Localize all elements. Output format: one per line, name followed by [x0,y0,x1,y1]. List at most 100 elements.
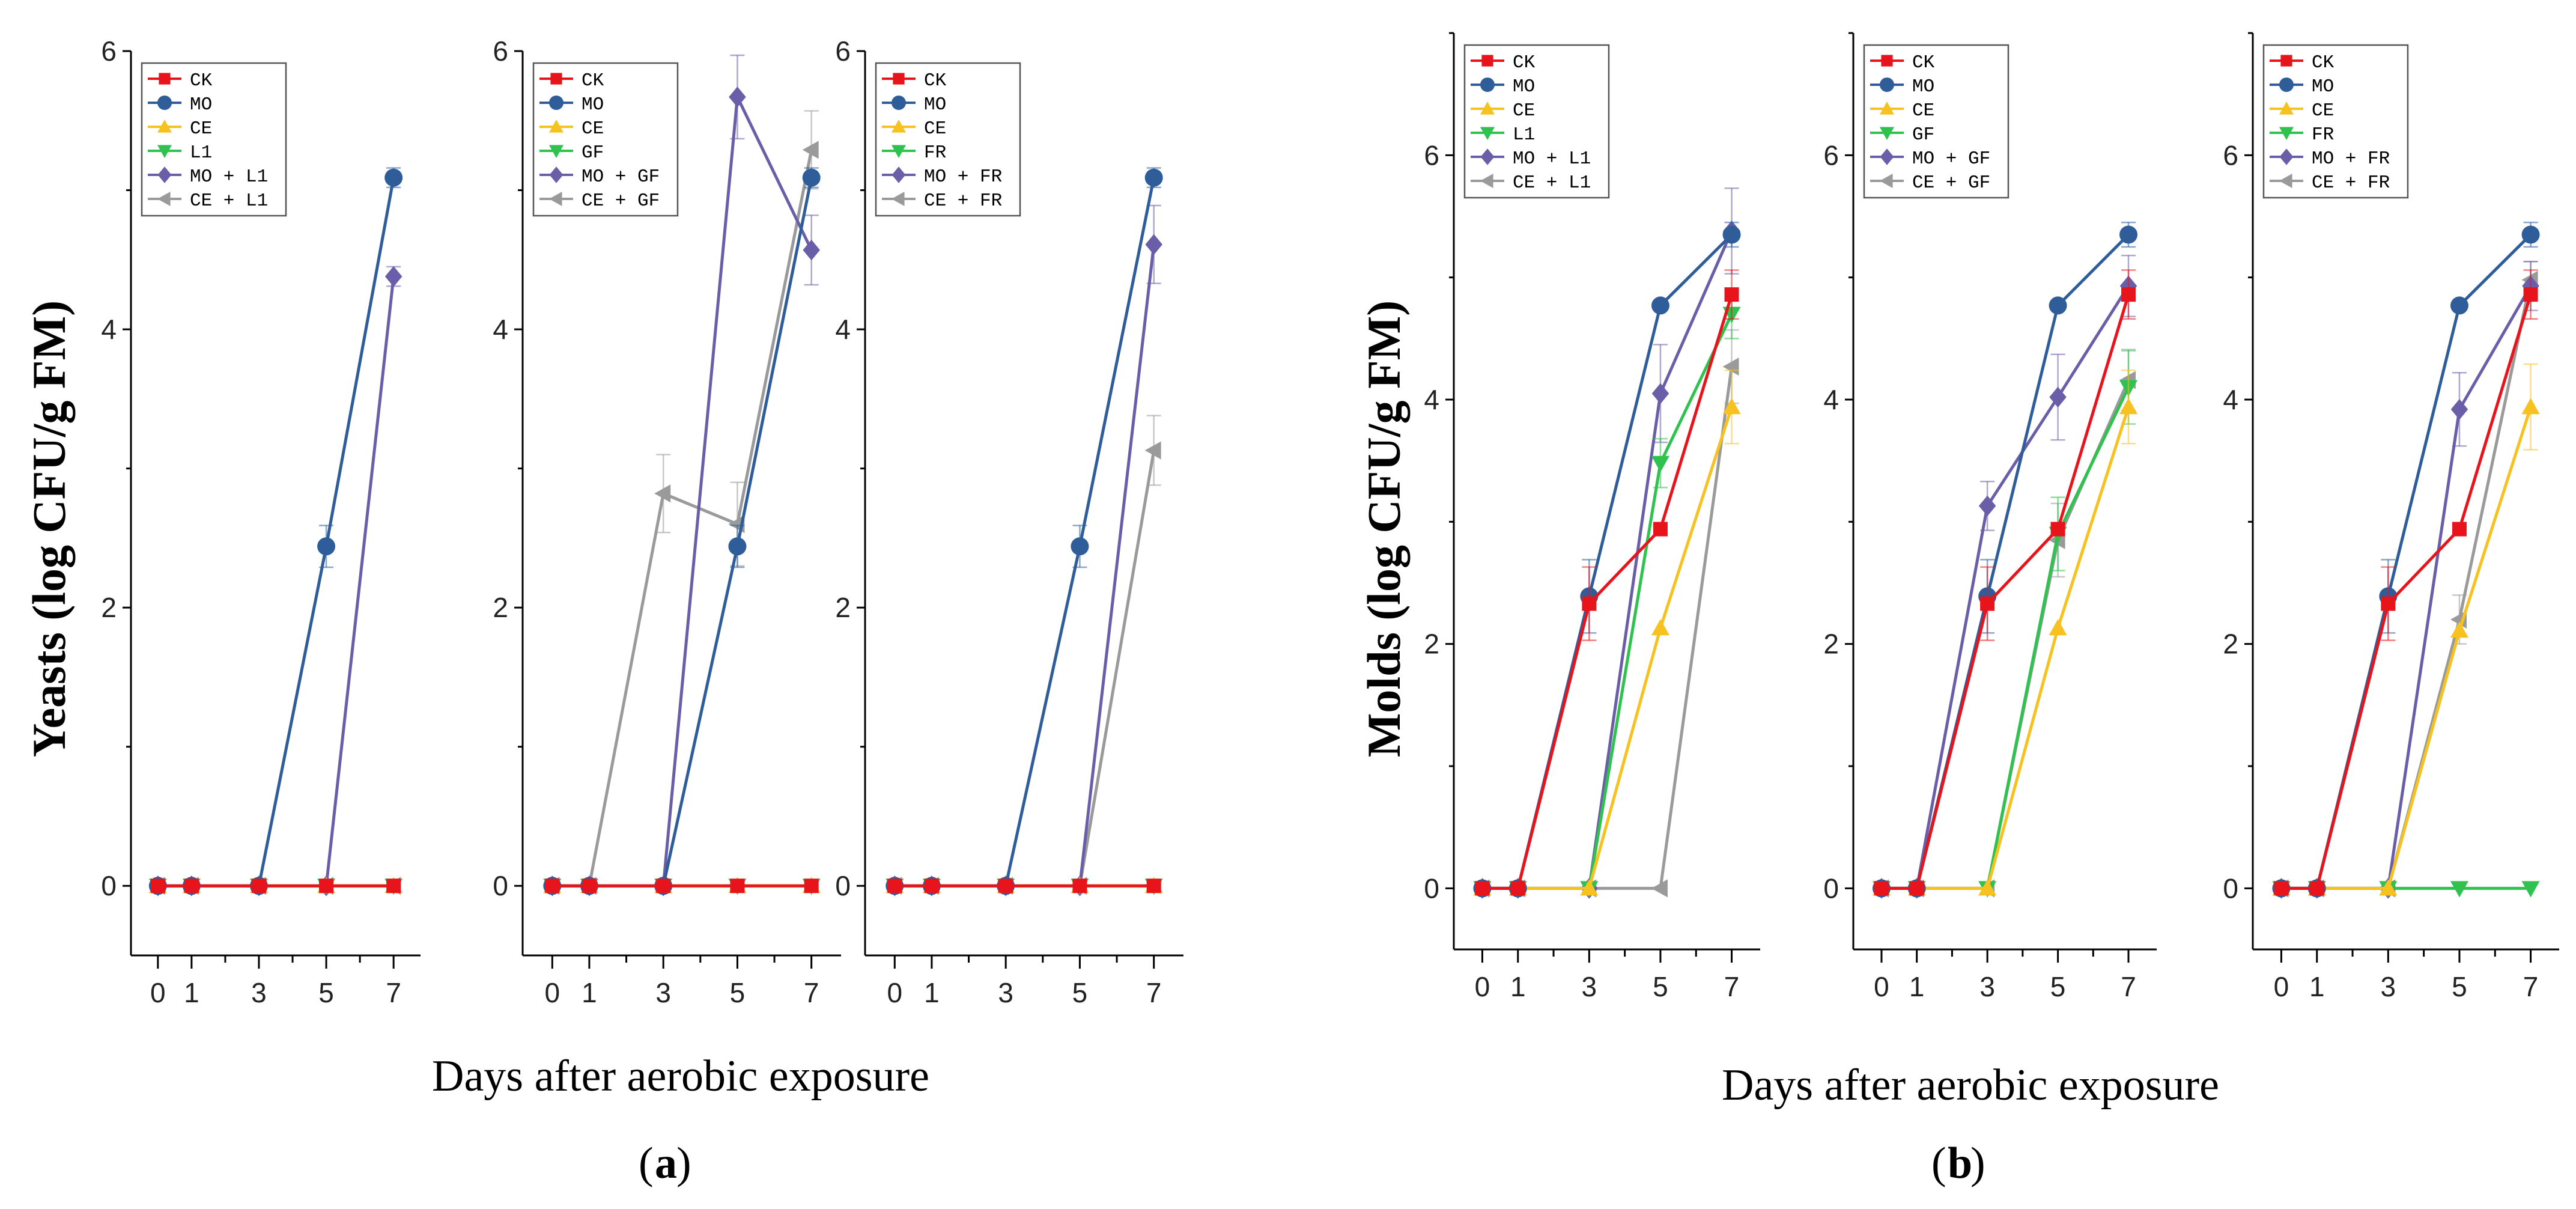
x-tick-label: 0 [150,977,166,1008]
data-point [656,879,671,894]
legend-entry: CE + FR [2312,172,2390,193]
data-point [545,879,560,894]
data-point [2450,621,2468,638]
data-point [802,168,821,187]
x-tick-label: 3 [1582,971,1597,1002]
legend-marker [549,166,564,183]
data-point [1146,879,1161,894]
y-tick-label: 2 [493,592,508,623]
y-tick-label: 4 [101,314,117,345]
legend-marker [892,96,906,110]
y-tick-label: 4 [1424,384,1439,415]
legend-entry: MO [190,94,212,115]
data-point [2049,619,2067,636]
data-point [729,87,746,108]
data-point [1724,287,1739,302]
legend-marker [2279,78,2294,92]
x-tick-label: 1 [184,977,199,1008]
series-line [157,177,395,888]
legend-frame [532,62,679,217]
legend-marker [549,120,564,133]
legend-entry: FR [924,142,946,163]
x-tick-label: 3 [2381,971,2396,1002]
x-tick-label: 5 [2050,971,2066,1002]
legend-entry: CK [1912,52,1935,73]
series-line [1482,313,1733,890]
data-point [184,879,199,894]
series-ce-gf [1872,349,2136,898]
legend-marker [2279,148,2294,165]
legend-marker [2279,127,2294,140]
x-tick-label: 7 [1724,971,1740,1002]
y-tick-label: 2 [835,592,851,623]
series-ck [150,879,401,894]
series-mo [543,167,821,895]
series-ck [1475,269,1739,896]
data-point [2521,398,2540,415]
y-tick-label: 2 [1424,629,1439,660]
x-tick-label: 1 [582,977,597,1008]
data-point [1651,619,1669,636]
panel-b-caption: ( b ) [1931,1139,1985,1188]
legend-entry: CE [1513,100,1535,121]
series-line [552,177,813,888]
panel-b-letter: b [1948,1139,1972,1188]
data-point [2119,398,2138,415]
data-point [2521,225,2540,244]
y-tick-label: 6 [1823,139,1839,171]
y-tick-label: 4 [1823,384,1839,415]
data-point [1475,881,1490,896]
yeasts-y-axis-label: Yeasts (log CFU/g FM) [23,300,75,757]
legend-entry: CE [2312,100,2334,121]
legend-marker [1880,127,1894,140]
legend-entry: CE [924,118,946,139]
legend-entry: MO [1912,76,1934,97]
data-point [2450,399,2468,420]
x-tick-label: 3 [998,977,1013,1008]
y-tick-label: 0 [493,870,508,901]
series-mo-fr [886,204,1162,897]
data-point [317,537,336,556]
legend-entry: CK [582,70,604,91]
series-mo [1473,221,1741,898]
series-line [1482,366,1734,890]
legend-entry: CE + L1 [190,190,268,212]
data-point [2381,596,2396,611]
data-point [2049,386,2067,408]
legend-marker [1880,148,1894,165]
x-tick-label: 5 [2452,971,2467,1002]
data-point [2274,881,2289,896]
x-axis-label-panel-a: Days after aerobic exposure [432,1052,929,1101]
legend-marker [159,73,171,85]
legend-marker [549,145,564,158]
series-ck [1874,269,2136,896]
y-tick-label: 0 [1424,872,1439,904]
data-point [2309,881,2324,896]
legend-entry: MO [582,94,604,115]
x-tick-label: 5 [1653,971,1668,1002]
data-point [1144,168,1163,187]
series-ck [887,879,1161,894]
svg-text:(: ( [1931,1139,1946,1188]
series-line [2281,294,2532,890]
x-tick-label: 7 [804,977,819,1008]
series-mo-l1 [1474,187,1740,899]
data-point [582,879,597,894]
data-point [1978,495,1996,517]
legend-marker [2279,102,2294,115]
x-tick-label: 7 [1146,977,1162,1008]
data-point [1582,596,1597,611]
x-tick-label: 3 [251,977,267,1008]
series-line [1881,379,2130,890]
y-tick-label: 4 [835,314,851,345]
y-tick-label: 2 [1823,629,1839,660]
y-tick-label: 6 [835,35,851,67]
y-tick-label: 4 [2223,384,2238,415]
legend-entry: CK [1513,52,1536,73]
data-point [384,168,403,187]
